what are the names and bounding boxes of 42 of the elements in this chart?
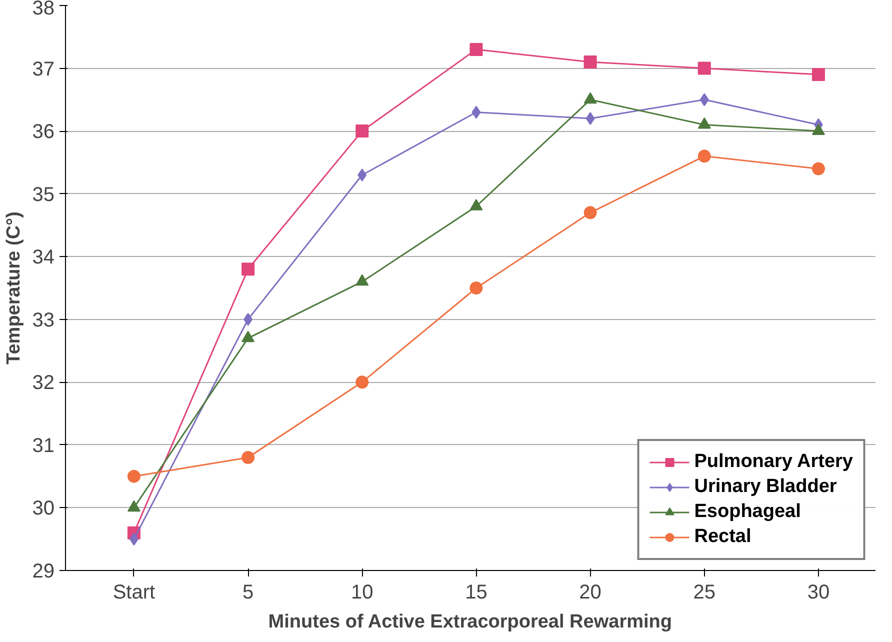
point <box>586 112 595 125</box>
point <box>812 68 825 82</box>
point <box>698 150 711 163</box>
y-tick-label: 38 <box>32 0 55 20</box>
legend-label: Urinary Bladder <box>694 476 837 498</box>
y-tick-label: 37 <box>32 58 55 80</box>
y-tick-label: 32 <box>32 372 55 394</box>
x-tick-label: 20 <box>579 582 602 604</box>
point <box>127 470 140 483</box>
x-tick-label: 10 <box>350 582 374 604</box>
y-tick-label: 34 <box>32 246 55 269</box>
y-tick-label: 31 <box>32 434 55 457</box>
point <box>584 56 597 68</box>
x-tick-label: 15 <box>465 582 488 604</box>
point <box>470 42 483 56</box>
x-tick-label: Start <box>112 582 156 604</box>
legend-label: Rectal <box>694 526 752 548</box>
point <box>812 162 825 176</box>
x-tick-label: 30 <box>807 582 830 604</box>
y-tick-label: 30 <box>32 498 55 520</box>
point <box>472 106 481 119</box>
y-tick-label: 33 <box>32 309 55 332</box>
legend-label: Pulmonary Artery <box>694 451 853 473</box>
point <box>356 124 369 138</box>
point <box>244 312 253 326</box>
x-tick-label: 25 <box>693 582 716 604</box>
point <box>242 262 255 276</box>
point <box>698 62 711 75</box>
point <box>470 282 483 294</box>
point <box>356 376 369 389</box>
y-tick-label: 29 <box>32 560 55 582</box>
x-tick-label: 5 <box>242 582 254 604</box>
x-axis-title: Minutes of Active Extracorporeal Rewarming <box>268 612 672 632</box>
y-tick-label: 35 <box>32 184 55 206</box>
point <box>129 532 138 546</box>
point <box>242 451 255 464</box>
point <box>700 93 709 106</box>
y-tick-label: 36 <box>32 121 55 144</box>
y-axis-title: Temperature (C°) <box>3 212 24 364</box>
point <box>584 206 597 220</box>
point <box>358 168 367 182</box>
legend-label: Esophageal <box>694 501 801 523</box>
